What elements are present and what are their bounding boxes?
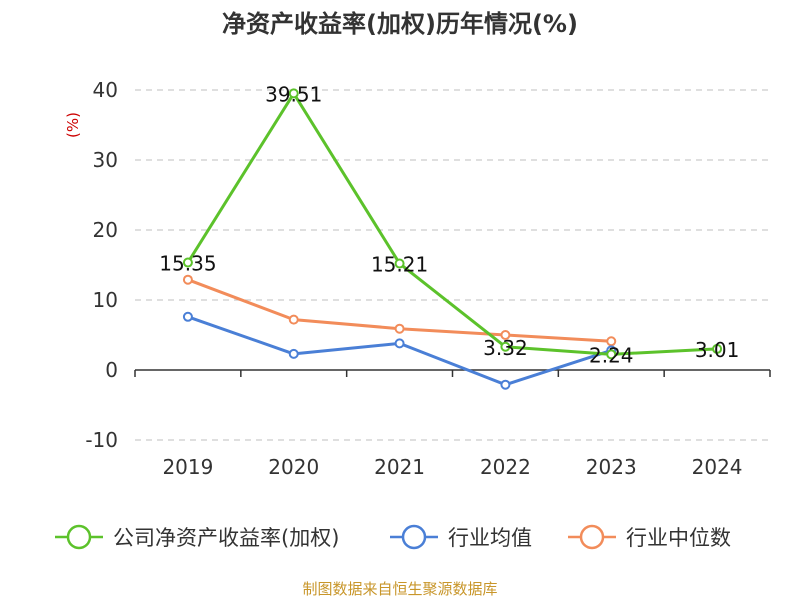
data-point	[394, 323, 405, 334]
legend-marker	[579, 524, 605, 550]
data-point	[394, 338, 405, 349]
x-tick-label: 2021	[374, 455, 425, 479]
legend-item: 行业均值	[390, 524, 532, 550]
legend-label: 行业均值	[448, 526, 532, 550]
x-tick-label: 2022	[480, 455, 531, 479]
legend: 公司净资产收益率(加权) 行业均值 行业中位数	[55, 524, 731, 550]
y-axis-label: (%)	[64, 112, 82, 138]
x-tick-label: 2024	[692, 455, 743, 479]
data-point	[606, 349, 617, 360]
data-point	[712, 343, 723, 354]
y-tick-label: 20	[93, 218, 118, 242]
y-tick-labels: 40 30 20 10 0 -10	[85, 78, 118, 452]
data-point	[182, 311, 193, 322]
data-point	[500, 379, 511, 390]
x-axis: 2019 2020 2021 2022 2023 2024	[134, 369, 771, 479]
chart-title: 净资产收益率(加权)历年情况(%)	[222, 10, 578, 38]
y-tick-label: -10	[85, 428, 118, 452]
x-tick-label: 2023	[586, 455, 637, 479]
data-point	[182, 257, 193, 268]
x-tick-label: 2019	[162, 455, 213, 479]
series-lines	[182, 88, 723, 390]
data-point	[500, 330, 511, 340]
data-point	[288, 88, 299, 99]
series-2	[182, 274, 617, 347]
legend-label: 行业中位数	[626, 526, 731, 550]
data-label: 3.32	[483, 336, 528, 360]
data-label: 15.21	[371, 253, 428, 277]
data-point	[288, 348, 299, 359]
data-point	[606, 336, 617, 347]
series-1	[182, 311, 617, 390]
legend-marker	[401, 524, 427, 550]
y-tick-label: 0	[105, 358, 118, 382]
y-tick-label: 30	[93, 148, 118, 172]
series-line	[186, 91, 718, 356]
data-label: 3.01	[695, 338, 740, 362]
legend-item: 行业中位数	[568, 524, 731, 550]
data-label: 15.35	[159, 252, 216, 276]
legend-item: 公司净资产收益率(加权)	[55, 524, 339, 550]
data-source-note: 制图数据来自恒生聚源数据库	[302, 580, 497, 598]
data-point	[394, 258, 405, 269]
data-point	[500, 341, 511, 352]
data-label: 39.51	[265, 82, 322, 106]
legend-label: 公司净资产收益率(加权)	[113, 526, 339, 550]
x-tick-label: 2020	[268, 455, 319, 479]
y-tick-label: 40	[93, 78, 118, 102]
data-labels: 15.35 39.51 15.21 3.32 2.24 3.01	[159, 82, 739, 367]
series-0	[182, 88, 723, 360]
data-point	[182, 274, 193, 285]
data-label: 2.24	[589, 343, 634, 367]
grid-lines	[135, 89, 770, 441]
legend-marker	[66, 524, 92, 550]
y-tick-label: 10	[93, 288, 118, 312]
data-point	[288, 314, 299, 325]
